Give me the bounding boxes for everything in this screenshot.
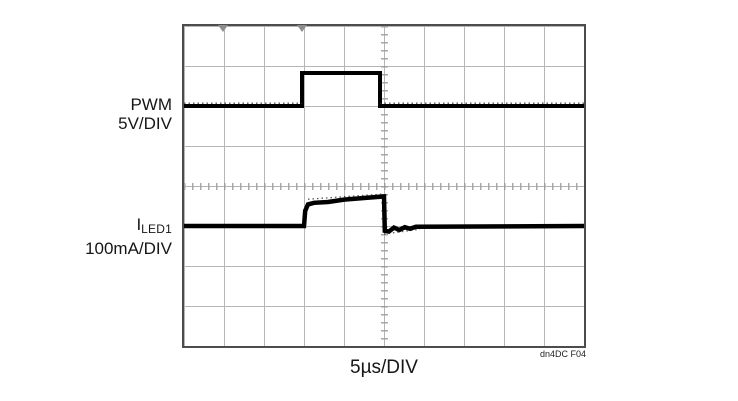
center-horizontal-axis-ticks (184, 182, 584, 190)
waveform-traces (184, 71, 585, 235)
oscilloscope-graticule (182, 24, 586, 348)
channel2-label: ILED1 100mA/DIV (38, 215, 172, 258)
trace-noise (307, 193, 385, 200)
timebase-label: 5µs/DIV (350, 357, 418, 378)
channel1-label: PWM 5V/DIV (58, 95, 172, 133)
trigger-marker-icon (218, 25, 228, 32)
channel2-name: ILED1 (38, 215, 172, 239)
channel1-name: PWM (130, 95, 172, 114)
channel2-name-subscript: LED1 (141, 222, 172, 236)
trace-iled1 (184, 193, 585, 235)
channel2-name-base: I (136, 215, 142, 234)
trace-noise (383, 228, 421, 235)
channel1-scale: 5V/DIV (118, 114, 172, 133)
figure-reference: dn4DC F04 (539, 349, 586, 359)
trace-pwm (184, 71, 584, 108)
channel2-scale: 100mA/DIV (85, 239, 172, 258)
trigger-marker-icon (297, 25, 307, 32)
